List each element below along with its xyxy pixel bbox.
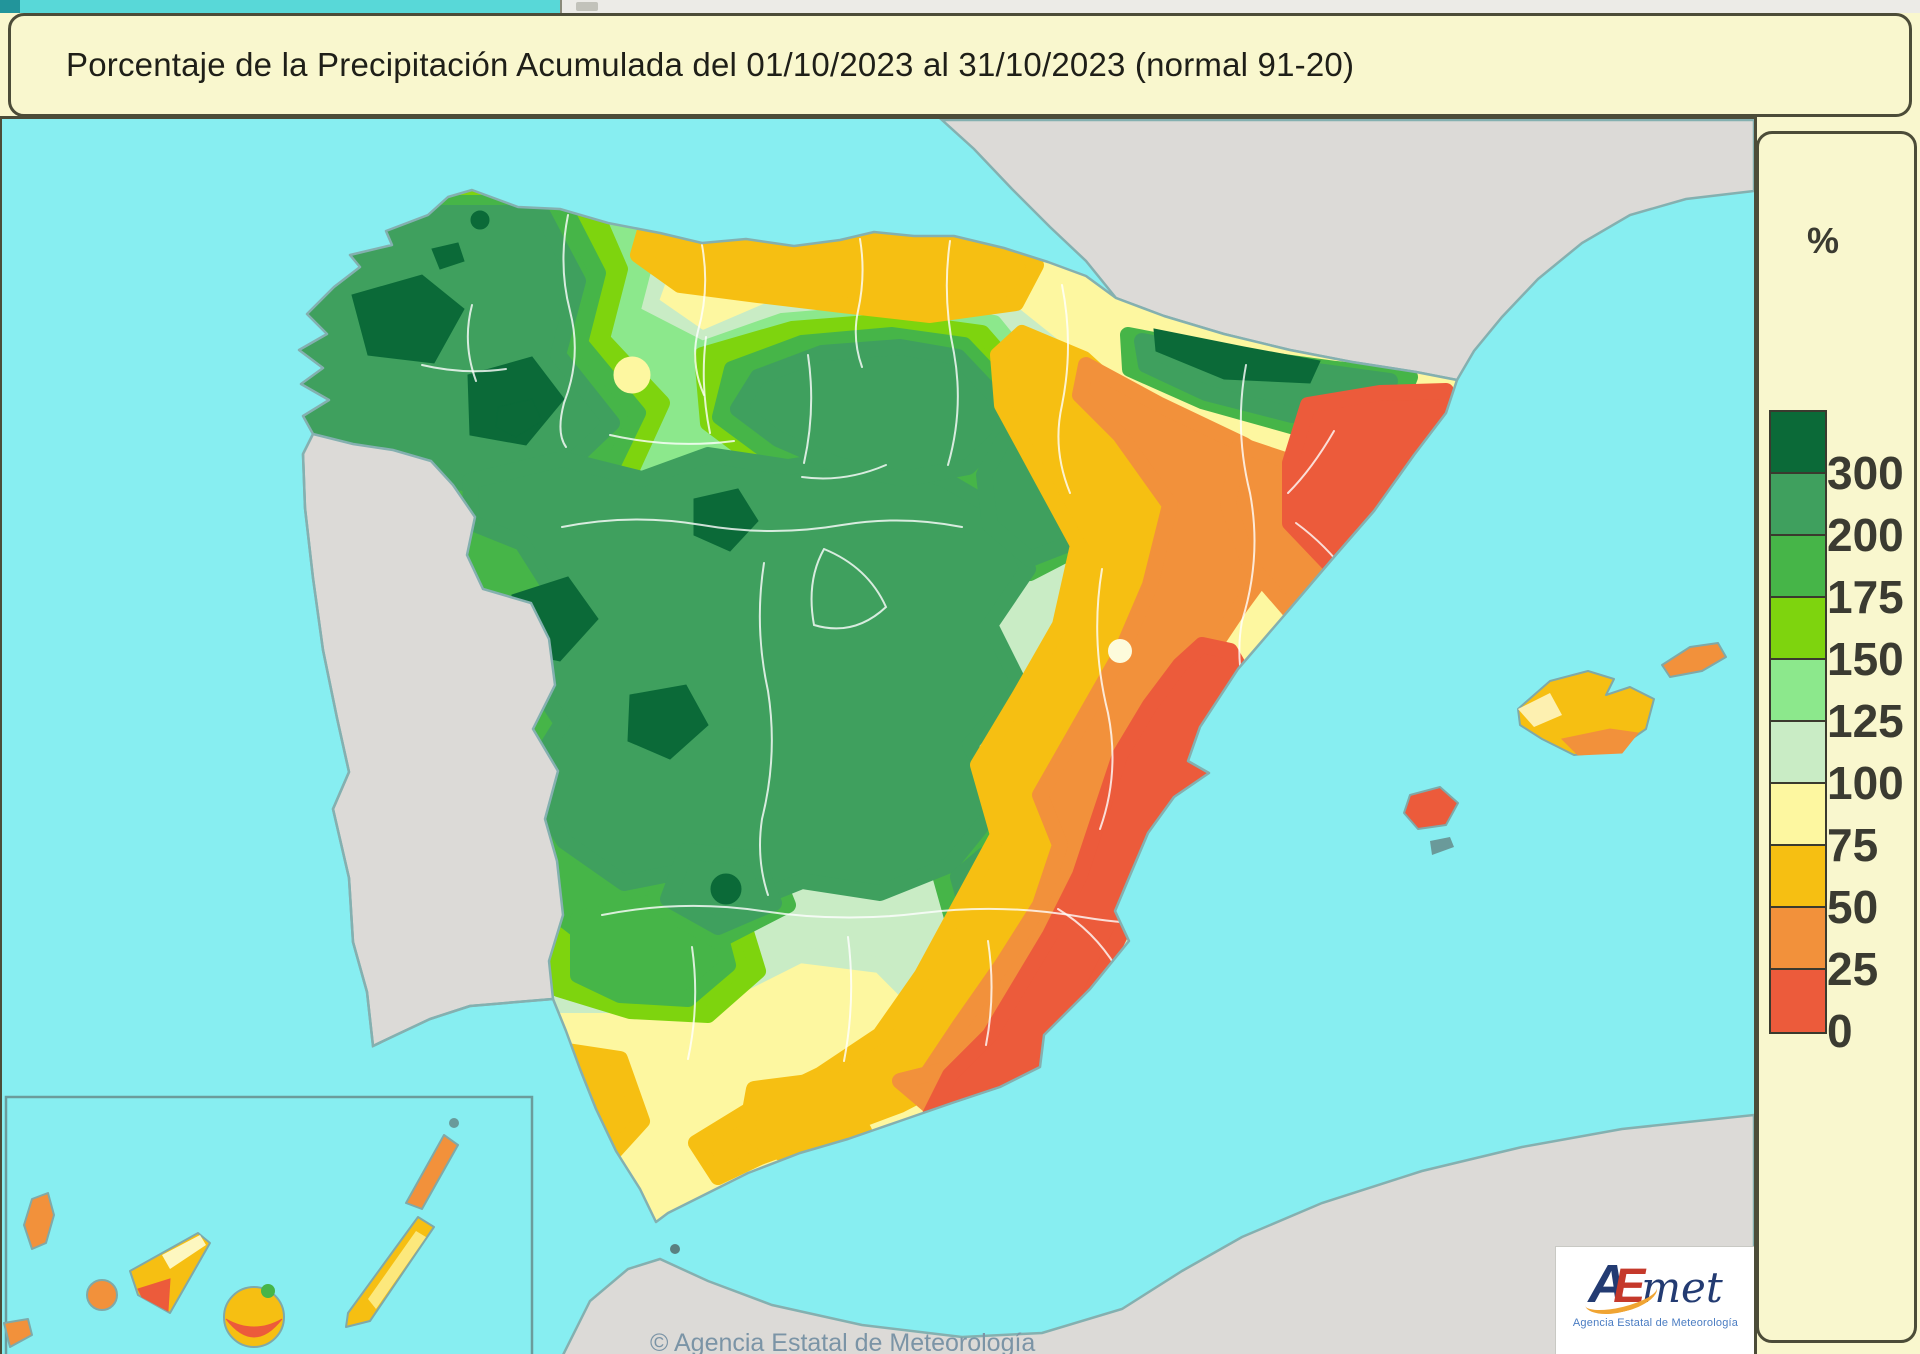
top-strip-icon (576, 2, 598, 11)
legend-color-block (1771, 536, 1825, 598)
aemet-logo-letter-e: E (1613, 1260, 1646, 1313)
canary-inset (3, 1095, 534, 1354)
legend-color-block (1771, 970, 1825, 1032)
legend-tick-label: 150 (1827, 633, 1904, 685)
legend-tick-label: 125 (1827, 695, 1904, 747)
legend-color-block (1771, 908, 1825, 970)
legend-tick-label: 200 (1827, 509, 1904, 561)
map-title: Porcentaje de la Precipitación Acumulada… (66, 46, 1355, 83)
top-strip-cyan-segment (20, 0, 560, 13)
legend-tick-label: 300 (1827, 447, 1904, 499)
legend-color-block (1771, 474, 1825, 536)
legend-color-bar (1769, 410, 1827, 1034)
iberia-precipitation-map (2, 119, 1754, 1354)
map-area: © Agencia Estatal de Meteorología AEmet … (0, 116, 1757, 1354)
top-strip-divider (560, 0, 562, 13)
legend-tick-label: 0 (1827, 1005, 1853, 1057)
aemet-logo-subtitle: Agencia Estatal de Meteorología (1572, 1317, 1739, 1329)
top-strip-dark-segment (0, 0, 20, 13)
map-title-bar: Porcentaje de la Precipitación Acumulada… (8, 13, 1912, 117)
ceuta-marker (670, 1244, 680, 1254)
legend-color-block (1771, 660, 1825, 722)
attribution-text: © Agencia Estatal de Meteorología (650, 1329, 1036, 1354)
spain-coastline (297, 188, 1459, 1224)
aemet-logo-wordmark: AEmet (1556, 1247, 1754, 1321)
top-strip-gray-segment (562, 0, 1920, 13)
aemet-logo: AEmet Agencia Estatal de Meteorología (1555, 1246, 1754, 1354)
legend-tick-label: 175 (1827, 571, 1904, 623)
africa-land (562, 1113, 1754, 1354)
aemet-logo-met: met (1641, 1263, 1723, 1312)
legend-color-block (1771, 598, 1825, 660)
aemet-logo-letter-a: A (1588, 1254, 1627, 1314)
legend-panel: % 300 200 175 150 125 100 75 50 25 0 (1756, 131, 1917, 1343)
legend-tick-label: 75 (1827, 819, 1879, 871)
balearic-islands (1403, 642, 1727, 855)
legend-color-block (1771, 784, 1825, 846)
legend-tick-label: 25 (1827, 943, 1879, 995)
legend-tick-label: 100 (1827, 757, 1904, 809)
top-chrome-strip (0, 0, 1920, 13)
legend-color-block (1771, 412, 1825, 474)
legend-color-block (1771, 846, 1825, 908)
region-borders (421, 214, 1349, 1062)
legend-tick-label: 50 (1827, 881, 1879, 933)
legend-unit-label: % (1807, 220, 1840, 261)
legend-color-block (1771, 722, 1825, 784)
